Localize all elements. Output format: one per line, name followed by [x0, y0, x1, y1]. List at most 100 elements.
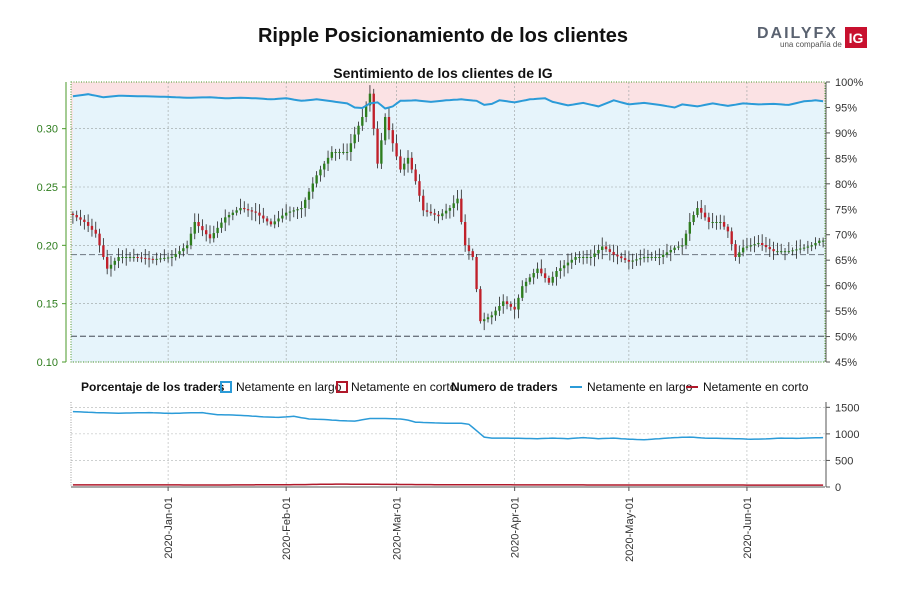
- candle-body: [814, 243, 817, 246]
- candle-body: [220, 222, 223, 228]
- candle-body: [349, 143, 353, 152]
- legend-num-short: Netamente en corto: [703, 380, 809, 394]
- candle-body: [262, 215, 265, 219]
- candle-body: [387, 117, 391, 131]
- candle-body: [772, 249, 775, 252]
- candle-body: [524, 281, 528, 287]
- candle-body: [345, 152, 349, 153]
- candle-body: [132, 257, 136, 258]
- candle-body: [159, 258, 162, 260]
- chart-title: Ripple Posicionamiento de los clientes: [258, 25, 628, 47]
- logo-tagline: una compañía de: [780, 40, 842, 49]
- percent-tick-label: 70%: [835, 230, 857, 242]
- candle-body: [760, 243, 764, 246]
- price-axis-ticks: 0.10 0.15 0.20 0.25 0.30: [37, 124, 66, 369]
- percent-axis-ticks: 45% 50% 55% 60% 65% 70% 75% 80% 85% 90% 95% 100%: [826, 77, 863, 369]
- candle-body: [208, 234, 212, 239]
- candle-body: [608, 249, 612, 252]
- candle-body: [646, 257, 650, 258]
- price-tick-label: 0.30: [37, 124, 58, 136]
- candle-body: [471, 251, 474, 257]
- candle-body: [376, 128, 379, 164]
- candle-body: [323, 163, 326, 170]
- candle-body: [410, 157, 414, 170]
- candle-body: [559, 268, 562, 271]
- date-axis-ticks: 2020-Jan-01 2020-Feb-01 2020-Mar-01 2020-Ap…: [163, 487, 754, 562]
- candle-body: [810, 245, 813, 247]
- candle-body: [696, 208, 699, 215]
- candle-body: [601, 246, 604, 250]
- candle-body: [505, 301, 509, 305]
- candle-body: [776, 251, 779, 253]
- candle-body: [799, 248, 802, 250]
- price-tick-label: 0.25: [37, 182, 58, 194]
- candle-body: [627, 259, 631, 262]
- candle-body: [764, 245, 768, 248]
- candle-body: [543, 273, 547, 278]
- candle-body: [802, 247, 806, 249]
- candle-body: [98, 233, 101, 246]
- candle-body: [642, 257, 646, 259]
- candle-body: [726, 226, 730, 232]
- candle-body: [540, 268, 543, 274]
- candle-body: [715, 222, 718, 223]
- percent-tick-label: 100%: [835, 77, 863, 89]
- candle-body: [783, 251, 787, 253]
- candle-body: [144, 257, 147, 259]
- ig-badge-text: IG: [849, 30, 864, 46]
- candle-body: [311, 183, 314, 192]
- candle-body: [334, 152, 337, 153]
- candle-body: [490, 315, 493, 318]
- candle-body: [582, 257, 585, 258]
- candle-body: [749, 245, 752, 247]
- date-tick-label: 2020-Jan-01: [163, 497, 175, 559]
- candle-body: [128, 257, 132, 258]
- candle-body: [719, 222, 722, 223]
- candle-body: [353, 134, 356, 144]
- candle-body: [125, 257, 128, 258]
- date-tick-label: 2020-Mar-01: [392, 497, 404, 560]
- date-tick-label: 2020-Feb-01: [281, 497, 293, 560]
- candle-body: [753, 244, 756, 246]
- candle-body: [479, 289, 482, 322]
- candle-body: [284, 212, 288, 216]
- candle-body: [452, 203, 455, 208]
- candle-body: [163, 257, 166, 259]
- candle-body: [566, 262, 570, 266]
- candle-body: [669, 250, 672, 253]
- candle-body: [79, 217, 82, 220]
- candle-body: [639, 258, 642, 260]
- candle-body: [121, 257, 124, 258]
- candle-body: [547, 278, 551, 283]
- candle-body: [90, 225, 94, 230]
- candle-body: [136, 257, 139, 258]
- candle-body: [787, 251, 791, 253]
- sentiment-subtitle: Sentimiento de los clientes de IG: [333, 65, 552, 81]
- candle-body: [406, 157, 410, 164]
- candle-body: [342, 152, 345, 153]
- candle-body: [224, 217, 227, 223]
- candle-body: [193, 222, 196, 234]
- candle-body: [597, 250, 600, 254]
- candle-body: [677, 246, 680, 248]
- candle-body: [768, 247, 771, 250]
- legend-pct-short-swatch: [336, 381, 348, 393]
- date-tick-label: 2020-Jun-01: [742, 497, 754, 559]
- candle-body: [83, 219, 86, 222]
- candle-body: [448, 208, 452, 211]
- candle-body: [109, 264, 113, 269]
- candle-body: [821, 240, 825, 242]
- candle-body: [574, 257, 577, 260]
- candle-body: [444, 210, 448, 214]
- candle-body: [441, 213, 444, 217]
- candle-body: [140, 257, 143, 259]
- percent-tick-label: 80%: [835, 179, 857, 191]
- percent-tick-label: 50%: [835, 332, 857, 344]
- candle-body: [460, 198, 463, 222]
- candle-body: [330, 152, 334, 158]
- candle-body: [437, 214, 440, 217]
- traders-tick-label: 1500: [835, 402, 859, 414]
- candle-body: [673, 247, 676, 250]
- candle-body: [722, 222, 726, 227]
